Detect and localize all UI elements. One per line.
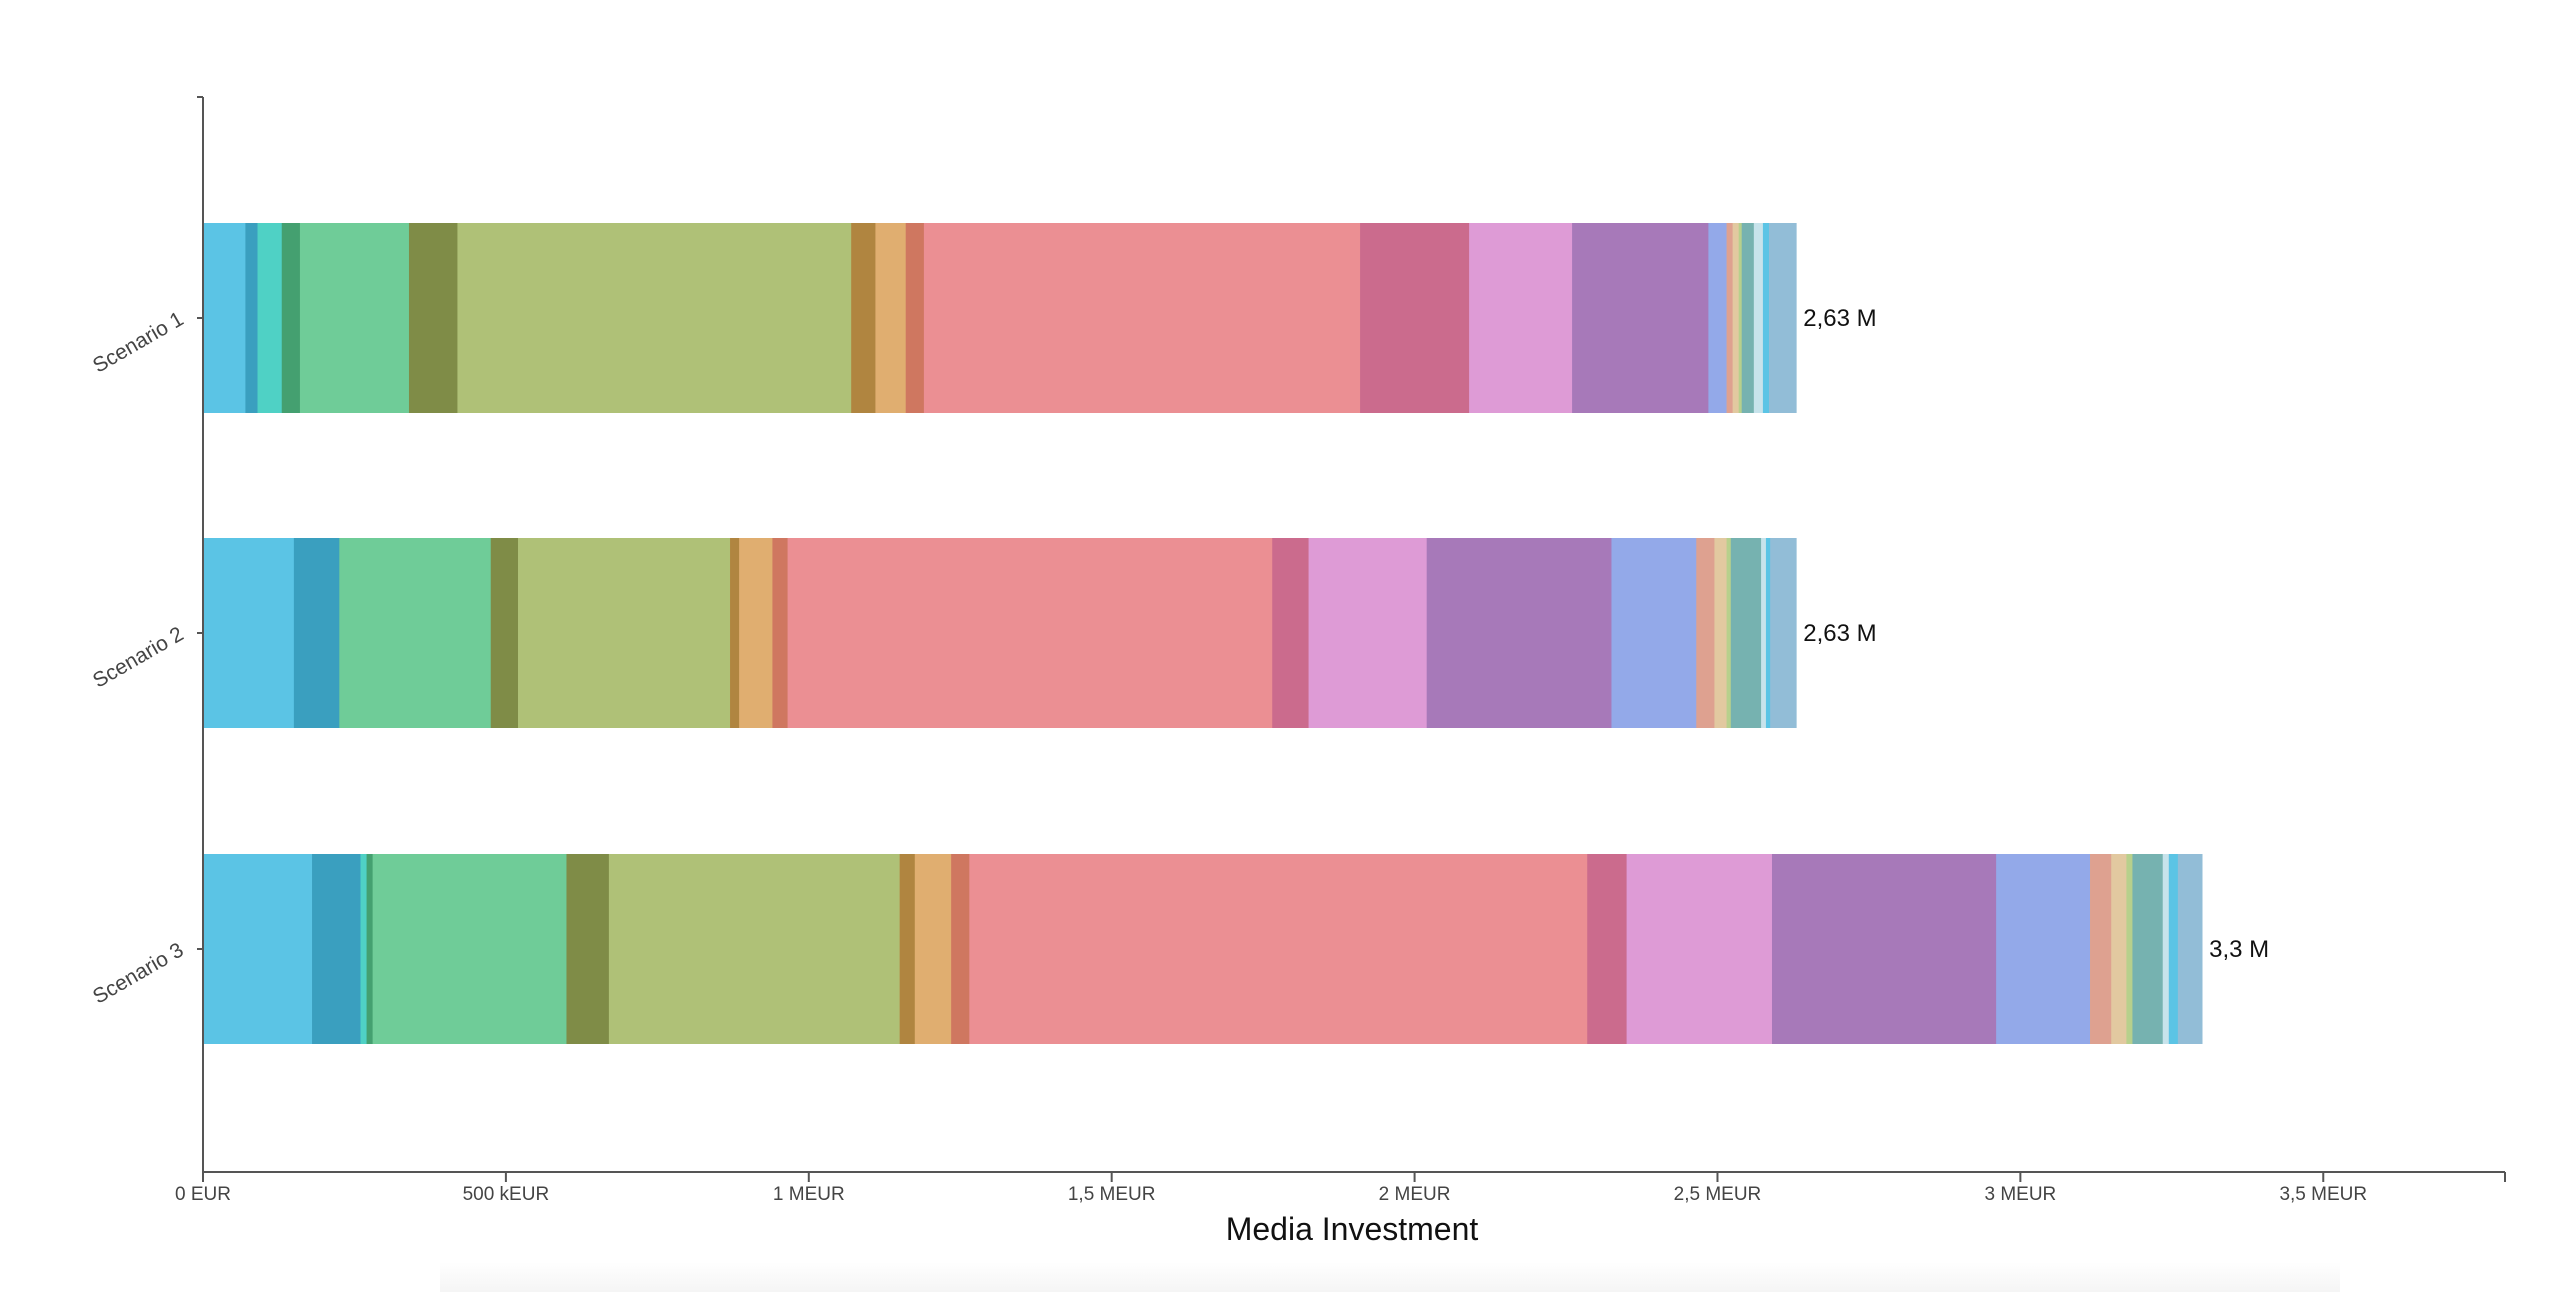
bar-segment [203,223,246,413]
bar-segment [457,223,852,413]
bar-segment [730,538,740,728]
x-axis-ticks: 0 EUR 500 kEUR 1 MEUR 1,5 MEUR 2 MEUR 2,5 MEU… [175,96,2506,1205]
bar-segment [566,854,610,1044]
bar-segment [2132,854,2164,1044]
bar-segment [1272,538,1309,728]
bar-segment [739,538,773,728]
bar-segment [312,854,361,1044]
bar-segment [1611,538,1697,728]
x-tick-label: 3 MEUR [1984,1184,2056,1205]
bar-segment [1765,538,1771,728]
bar-segment [1753,223,1764,413]
bar-segment [1771,854,1997,1044]
x-tick-label: 3,5 MEUR [2279,1184,2367,1205]
bar-segment [1708,223,1727,413]
bar-segment [2111,854,2127,1044]
bar-segment [1426,538,1612,728]
bar-segment [1730,538,1762,728]
bar-segment [339,538,492,728]
x-tick-label: 500 kEUR [463,1184,550,1205]
x-tick-label: 1,5 MEUR [1068,1184,1156,1205]
bar-segment [1587,854,1628,1044]
bar-segment [923,223,1361,413]
bar-segment [2168,854,2179,1044]
bar-segment [408,223,458,413]
bar-segment [1469,223,1573,413]
bar-segment [372,854,567,1044]
x-tick-label: 2,5 MEUR [1674,1184,1762,1205]
bar-total-label: 3,3 M [2209,936,2269,963]
category-label: Scenario 2 [89,622,187,692]
bar-segment [1996,854,2091,1044]
bar-segment [203,854,313,1044]
bar-segment [1770,538,1797,728]
bar-segment [293,538,340,728]
bar-segment [914,854,952,1044]
bar-segment [299,223,410,413]
bar-segment [951,854,970,1044]
bar-segment [1696,538,1715,728]
bar-segment [1726,223,1734,413]
category-label: Scenario 1 [89,307,187,377]
bar-segment [1714,538,1727,728]
bar-total-label: 2,63 M [1803,620,1876,647]
bar-segment [1360,223,1470,413]
bar-segment [2126,854,2133,1044]
bar-segment [899,854,916,1044]
bar-segment [1308,538,1428,728]
x-tick-label: 1 MEUR [773,1184,845,1205]
bar-segment [772,538,788,728]
bar-segment [257,223,283,413]
bar-segment [608,854,901,1044]
bar-segment [1768,223,1797,413]
bar-segment [1762,223,1770,413]
x-axis-title: Media Investment [1226,1211,1479,1247]
bar-segment [969,854,1588,1044]
bar-segment [1741,223,1755,413]
bar-segment [1572,223,1709,413]
bar-segment [2090,854,2112,1044]
bar-segment [203,538,295,728]
bar-segment [905,223,925,413]
bar-total-label: 2,63 M [1803,305,1876,332]
x-tick-label: 2 MEUR [1379,1184,1451,1205]
bar-segment [245,223,258,413]
bar-segment [2162,854,2170,1044]
bar-segment [875,223,907,413]
bar-segment [1761,538,1767,728]
bar-segment [1738,223,1743,413]
x-tick-label: 0 EUR [175,1184,231,1205]
bar-segment [851,223,876,413]
bar-segment [1626,854,1773,1044]
bar-segment [1726,538,1732,728]
bars-layer [203,223,2203,1044]
bar-segment [787,538,1273,728]
bar-segment [366,854,374,1044]
bar-segment [281,223,301,413]
bar-segment [490,538,519,728]
bottom-fade [440,1262,2340,1292]
bar-segment [1732,223,1740,413]
bar-segment [360,854,367,1044]
bar-segment [2177,854,2203,1044]
bar-segment [518,538,731,728]
category-label: Scenario 3 [89,938,187,1008]
